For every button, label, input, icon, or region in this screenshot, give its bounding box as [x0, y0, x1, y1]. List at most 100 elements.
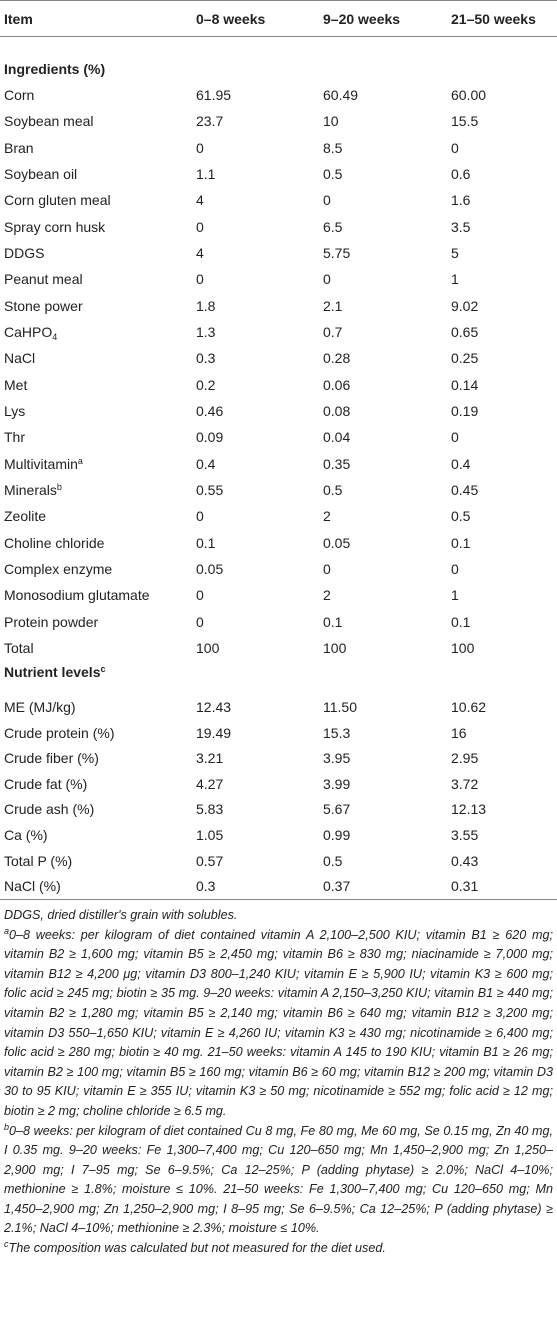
section: Nutrient levelsc ME (MJ/kg) 12.43 11.50 10.6… — [0, 661, 557, 899]
value-cell: 100 — [196, 640, 220, 657]
value-cell: 0.08 — [323, 403, 351, 420]
item-cell: NaCl (%) — [0, 878, 192, 894]
footnote-text: The composition was calculated but not m… — [8, 1241, 386, 1256]
item-cell: ME (MJ/kg) — [0, 699, 192, 715]
item-cell: Ca (%) — [0, 827, 192, 843]
footnote-marker: a — [4, 925, 10, 936]
table-row: CaHPO4 1.3 0.7 0.65 — [0, 319, 557, 345]
item-name: Bran — [4, 139, 34, 156]
value-cell: 0 — [196, 613, 204, 630]
item-cell: Bran — [0, 140, 192, 156]
item-cell: Total — [0, 640, 192, 656]
footnote-text: DDGS, dried distiller's grain with solub… — [4, 907, 238, 922]
value-cell: 0.09 — [196, 429, 224, 446]
value-cell: 2 — [323, 508, 331, 525]
footnote-text: 0–8 weeks: per kilogram of diet containe… — [4, 1123, 553, 1236]
value-cell: 12.43 — [196, 699, 232, 716]
footnote-marker: c — [100, 664, 106, 675]
item-name: Crude protein (%) — [4, 724, 115, 741]
item-name: Ca (%) — [4, 826, 48, 843]
item-cell: Corn — [0, 87, 192, 103]
table-row: Choline chloride 0.1 0.05 0.1 — [0, 530, 557, 556]
value-cell: 3.95 — [323, 750, 351, 767]
value-cell: 0.55 — [196, 482, 224, 499]
item-name: Protein powder — [4, 613, 99, 630]
item-cell: Monosodium glutamate — [0, 587, 192, 603]
table-row: Met 0.2 0.06 0.14 — [0, 372, 557, 398]
item-cell: Spray corn husk — [0, 219, 192, 235]
table-row: Corn 61.95 60.49 60.00 — [0, 82, 557, 108]
item-name: ME (MJ/kg) — [4, 699, 76, 716]
item-name: Complex enzyme — [4, 561, 113, 578]
value-cell: 0.1 — [196, 534, 216, 551]
item-name: Crude ash (%) — [4, 801, 95, 818]
value-cell: 10 — [323, 113, 339, 130]
item-name: Zeolite — [4, 508, 47, 525]
value-cell: 2 — [323, 587, 331, 604]
value-cell: 100 — [451, 640, 475, 657]
footnote: cThe composition was calculated but not … — [4, 1239, 553, 1259]
item-name: Multivitamin — [4, 455, 78, 472]
item-cell: Lys — [0, 403, 192, 419]
item-cell: Complex enzyme — [0, 561, 192, 577]
value-cell: 5 — [451, 245, 459, 262]
value-cell: 4 — [196, 245, 204, 262]
table-row: Soybean meal 23.7 10 15.5 — [0, 108, 557, 134]
table-row: Corn gluten meal 4 0 1.6 — [0, 187, 557, 213]
value-cell: 0.04 — [323, 429, 351, 446]
table-row: NaCl 0.3 0.28 0.25 — [0, 345, 557, 371]
value-cell: 0.2 — [196, 376, 216, 393]
item-cell: NaCl — [0, 350, 192, 366]
header-cell: 21–50 weeks — [451, 10, 536, 27]
item-name: Choline chloride — [4, 534, 105, 551]
item-name: Crude fat (%) — [4, 775, 88, 792]
value-cell: 0 — [451, 139, 459, 156]
item-cell: Mineralsb — [0, 482, 192, 498]
item-cell: Crude fat (%) — [0, 776, 192, 792]
value-cell: 12.13 — [451, 801, 487, 818]
item-cell: Total P (%) — [0, 853, 192, 869]
footnote-marker: b — [4, 1121, 10, 1132]
value-cell: 0.4 — [451, 455, 471, 472]
item-name: Thr — [4, 429, 25, 446]
value-cell: 0.05 — [323, 534, 351, 551]
value-cell: 0.57 — [196, 852, 224, 869]
value-cell: 0 — [323, 561, 331, 578]
section-title-text: Ingredients (%) — [4, 61, 106, 77]
value-cell: 0 — [196, 587, 204, 604]
value-cell: 0.99 — [323, 826, 351, 843]
table: Item 0–8 weeks 9–20 weeks 21–50 weeks Ingred… — [0, 0, 557, 899]
item-name: NaCl — [4, 350, 36, 367]
section-title: Nutrient levelsc — [0, 664, 192, 680]
table-row: Bran 0 8.5 0 — [0, 135, 557, 161]
value-cell: 9.02 — [451, 297, 479, 314]
item-name: Corn gluten meal — [4, 192, 111, 209]
value-cell: 1 — [451, 587, 459, 604]
value-cell: 0.05 — [196, 561, 224, 578]
table-row: Peanut meal 0 0 1 — [0, 266, 557, 292]
header-cell: 0–8 weeks — [196, 10, 266, 27]
value-cell: 60.49 — [323, 87, 359, 104]
table-row: Crude fiber (%) 3.21 3.95 2.95 — [0, 745, 557, 771]
footnote-text: 0–8 weeks: per kilogram of diet containe… — [4, 927, 553, 1118]
table-rule — [0, 898, 557, 900]
table-row: Complex enzyme 0.05 0 0 — [0, 556, 557, 582]
value-cell: 2.1 — [323, 297, 343, 314]
value-cell: 3.99 — [323, 775, 351, 792]
value-cell: 0.65 — [451, 324, 479, 341]
value-cell: 0.28 — [323, 350, 351, 367]
subscript: 4 — [52, 332, 58, 343]
value-cell: 0 — [196, 218, 204, 235]
item-cell: Stone power — [0, 298, 192, 314]
footnote: a0–8 weeks: per kilogram of diet contain… — [4, 926, 553, 1122]
item-name: Monosodium glutamate — [4, 587, 150, 604]
value-cell: 15.3 — [323, 724, 351, 741]
item-name: Soybean meal — [4, 113, 94, 130]
value-cell: 0.1 — [451, 613, 471, 630]
value-cell: 0.3 — [196, 350, 216, 367]
item-name: Total P (%) — [4, 852, 73, 869]
value-cell: 6.5 — [323, 218, 343, 235]
value-cell: 0.3 — [196, 878, 216, 895]
table-row: Crude ash (%) 5.83 5.67 12.13 — [0, 797, 557, 823]
section-title-row: Nutrient levelsc — [0, 661, 557, 694]
